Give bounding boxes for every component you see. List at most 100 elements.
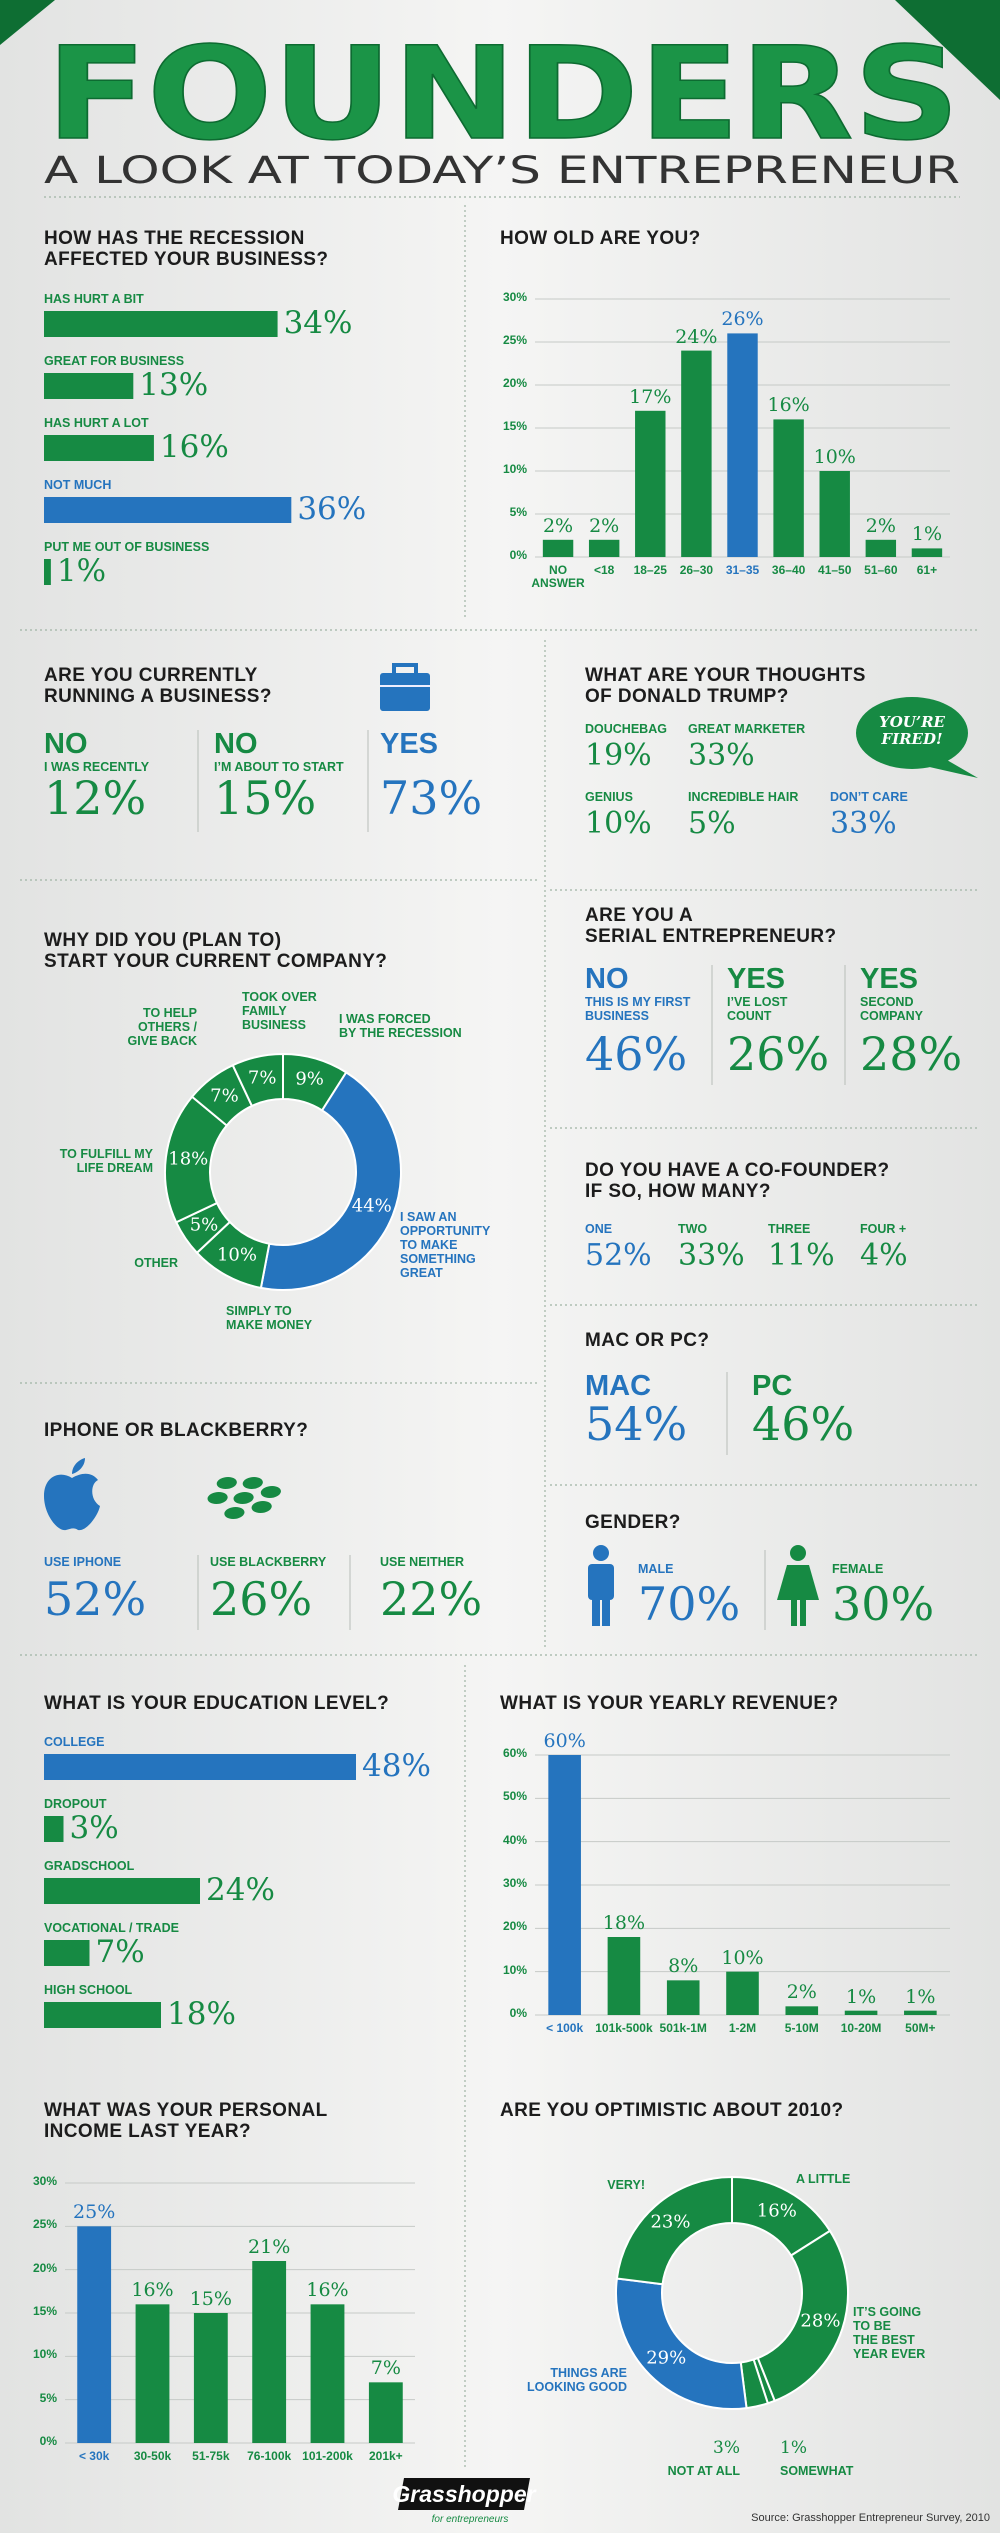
- bar: [44, 1816, 64, 1842]
- value-label: 9%: [295, 1068, 324, 1090]
- x-tick-label: < 30k: [78, 2449, 110, 2463]
- slice-label: THINGS ARE LOOKING GOOD: [527, 2366, 627, 2394]
- value-label: 29%: [646, 2347, 687, 2369]
- value-label: 18%: [168, 1148, 209, 1170]
- y-tick-label: 30%: [502, 290, 527, 304]
- y-tick-label: 25%: [502, 333, 527, 347]
- percent: 46%: [752, 1397, 855, 1451]
- slice-label: IT’S GOING TO BE THE BEST YEAR EVER: [853, 2305, 926, 2361]
- bar-label: COLLEGE: [44, 1735, 105, 1749]
- value-label: 7%: [210, 1085, 239, 1107]
- chart-title: ARE YOU OPTIMISTIC ABOUT 2010?: [500, 2100, 844, 2121]
- answer: GENIUS: [585, 790, 633, 804]
- donut-slice: [615, 2277, 748, 2410]
- bar: [588, 539, 620, 557]
- bar-label: PUT ME OUT OF BUSINESS: [44, 540, 210, 554]
- x-tick-label: NO ANSWER: [531, 563, 585, 591]
- answer: USE NEITHER: [380, 1555, 465, 1569]
- x-tick-label: 101-200k: [302, 2449, 353, 2463]
- percent: 26%: [210, 1572, 313, 1626]
- x-tick-label: 1-2M: [728, 2021, 757, 2035]
- bar: [44, 2002, 161, 2028]
- source: Source: Grasshopper Entrepreneur Survey,…: [751, 2512, 990, 2524]
- answer: GREAT MARKETER: [688, 722, 806, 736]
- value-label: 13%: [139, 367, 209, 403]
- bar: [44, 373, 134, 399]
- percent: 5%: [688, 806, 736, 841]
- chart-title: WHAT WAS YOUR PERSONAL INCOME LAST YEAR?: [44, 2100, 328, 2143]
- value-label: 7%: [95, 1934, 145, 1970]
- x-tick-label: 30-50k: [133, 2449, 172, 2463]
- bar-label: GREAT FOR BUSINESS: [44, 354, 185, 368]
- panel-title: MAC OR PC?: [585, 1330, 710, 1351]
- x-tick-label: 36–40: [771, 563, 806, 577]
- speech-bubble: [856, 697, 978, 778]
- percent: 12%: [44, 771, 147, 825]
- bubble-text: YOU’RE FIRED!: [879, 713, 945, 748]
- female-icon: [777, 1545, 819, 1626]
- bar: [726, 1971, 759, 2015]
- bar: [865, 539, 897, 557]
- y-tick-label: 15%: [502, 419, 527, 433]
- item-dividers: [197, 730, 846, 1630]
- bar: [773, 419, 804, 557]
- bar-label: DROPOUT: [44, 1797, 107, 1811]
- value-label: 16%: [306, 2279, 349, 2302]
- bar: [727, 333, 758, 557]
- value-label: 21%: [248, 2236, 291, 2258]
- percent: 33%: [830, 806, 897, 841]
- bar: [44, 1940, 90, 1966]
- x-tick-label: 10-20M: [840, 2021, 882, 2035]
- bar-label: HIGH SCHOOL: [44, 1983, 133, 1997]
- slice-label: SIMPLY TO MAKE MONEY: [226, 1304, 313, 1332]
- y-tick-label: 30%: [32, 2174, 57, 2188]
- bar: [44, 1878, 200, 1904]
- value-label: 28%: [800, 2310, 841, 2332]
- percent: 52%: [585, 1238, 652, 1273]
- slice-label: OTHER: [134, 1256, 178, 1270]
- x-tick-label: <18: [593, 563, 615, 577]
- answer: USE BLACKBERRY: [210, 1555, 327, 1569]
- value-label: 1%: [845, 1985, 877, 2008]
- bar: [135, 2304, 170, 2443]
- bar-label: VOCATIONAL / TRADE: [44, 1921, 179, 1935]
- percent: 46%: [585, 1027, 688, 1081]
- x-tick-label: 26–30: [679, 563, 714, 577]
- answer: INCREDIBLE HAIR: [688, 790, 799, 804]
- value-label: 2%: [589, 514, 620, 537]
- value-label: 3%: [69, 1810, 119, 1846]
- slice-label: TOOK OVER FAMILY BUSINESS: [242, 990, 317, 1032]
- value-label: 36%: [297, 491, 367, 527]
- value-label: 1%: [780, 2438, 807, 2458]
- header-corner: [895, 0, 1000, 100]
- slice-label: A LITTLE: [796, 2172, 851, 2186]
- answer: PC: [752, 1370, 793, 1402]
- bar: [44, 311, 278, 337]
- percent: 70%: [638, 1577, 741, 1631]
- apple-icon: [44, 1458, 100, 1531]
- bar: [77, 2226, 112, 2443]
- x-tick-label: 41–50: [818, 563, 852, 577]
- y-tick-label: 20%: [502, 376, 527, 390]
- answer: YES: [727, 963, 786, 995]
- value-label: 2%: [542, 514, 574, 537]
- bar-label: HAS HURT A LOT: [44, 416, 149, 430]
- answer: NO: [44, 728, 88, 760]
- percent: 11%: [768, 1238, 835, 1273]
- bar: [819, 471, 850, 557]
- answer-detail: I WAS RECENTLY: [44, 760, 150, 774]
- percent: 10%: [585, 806, 652, 841]
- slice-label: TO FULFILL MY LIFE DREAM: [59, 1147, 153, 1175]
- answer-detail: THIS IS MY FIRST BUSINESS: [585, 995, 691, 1023]
- value-label: 1%: [905, 1985, 936, 2008]
- y-tick-label: 10%: [502, 462, 527, 476]
- panel-title: DO YOU HAVE A CO-FOUNDER? IF SO, HOW MAN…: [585, 1160, 890, 1203]
- slice-label: TO HELP OTHERS / GIVE BACK: [127, 1006, 197, 1048]
- y-tick-label: 20%: [502, 1919, 527, 1934]
- answer: THREE: [768, 1222, 811, 1236]
- x-tick-label: 50M+: [905, 2021, 936, 2035]
- value-label: 2%: [786, 1981, 817, 2004]
- panel-title: IPHONE OR BLACKBERRY?: [44, 1420, 309, 1441]
- percent: 30%: [832, 1577, 935, 1631]
